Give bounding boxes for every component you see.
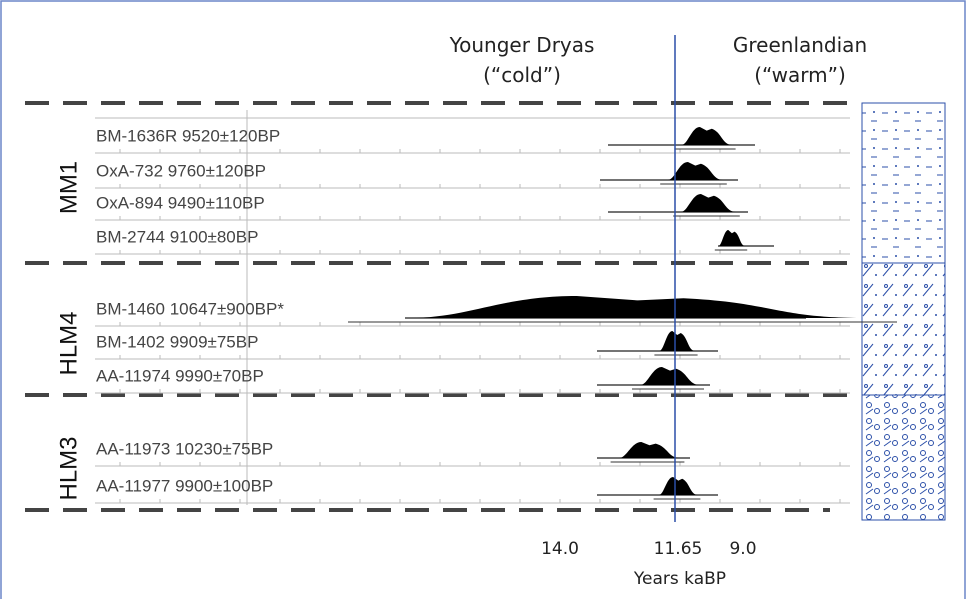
header-right-title: Greenlandian	[733, 33, 867, 57]
probability-peak	[640, 367, 700, 385]
axis-label: Years kaBP	[633, 569, 726, 589]
sample-label: AA-11974 9990±70BP	[96, 366, 264, 385]
probability-peak	[681, 127, 733, 145]
probability-peak	[667, 162, 724, 180]
axis-tick: 9.0	[729, 539, 756, 559]
group-label: HLM3	[55, 436, 82, 500]
probability-peak	[658, 477, 698, 495]
strata-2	[861, 262, 946, 396]
axis-tick: 14.0	[541, 539, 579, 559]
sample-label: BM-1402 9909±75BP	[96, 332, 258, 351]
sample-label: BM-1460 10647±900BP*	[96, 299, 284, 318]
probability-peak	[409, 296, 867, 318]
sample-label: AA-11977 9900±100BP	[96, 476, 273, 495]
strata-1	[861, 102, 946, 264]
header-left-subtitle: (“cold”)	[483, 63, 561, 87]
probability-peak	[718, 230, 746, 246]
sample-label: AA-11973 10230±75BP	[96, 439, 273, 458]
axis-tick: 11.65	[654, 539, 703, 559]
header-right-subtitle: (“warm”)	[754, 63, 846, 87]
probability-peak	[680, 194, 737, 212]
strata-3	[861, 394, 946, 521]
group-label: HLM4	[55, 311, 82, 375]
probability-peak	[659, 331, 696, 351]
sample-label: BM-2744 9100±80BP	[96, 227, 258, 246]
header-left-title: Younger Dryas	[449, 33, 595, 57]
sample-label: OxA-894 9490±110BP	[96, 193, 265, 212]
sample-label: BM-1636R 9520±120BP	[96, 126, 280, 145]
probability-peak	[618, 442, 681, 458]
sample-label: OxA-732 9760±120BP	[96, 161, 266, 180]
group-label: MM1	[55, 161, 82, 214]
